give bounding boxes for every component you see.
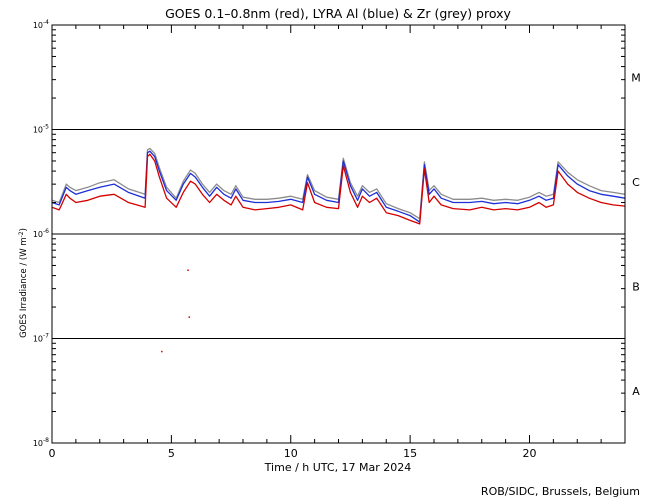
y-tick-label: 10-4 xyxy=(33,19,49,30)
axes: 0 5 10 15 20 10-8 10-7 10-6 10-5 10-4 A B C M xyxy=(33,19,641,460)
outlier-point xyxy=(188,316,191,318)
y-tick-label: 10-8 xyxy=(33,437,49,448)
chart-title: GOES 0.1–0.8nm (red), LYRA Al (blue) & Z… xyxy=(165,6,511,21)
series-line xyxy=(51,147,626,220)
series-line xyxy=(51,153,626,225)
y-tick-label: 10-7 xyxy=(33,333,49,344)
x-axis-label: Time / h UTC, 17 Mar 2024 xyxy=(264,461,412,474)
flare-class-label: B xyxy=(632,280,640,293)
y-tick-label: 10-6 xyxy=(33,228,49,239)
flare-class-lines xyxy=(52,129,625,339)
y-axis-label: GOES Irradiance / (W m-2) xyxy=(18,228,29,338)
credit-text: ROB/SIDC, Brussels, Belgium xyxy=(481,485,640,498)
flare-class-label: A xyxy=(632,385,640,398)
x-tick-label: 15 xyxy=(403,447,417,460)
x-tick-label: 5 xyxy=(168,447,175,460)
series-line xyxy=(51,150,626,223)
x-tick-label: 20 xyxy=(523,447,537,460)
data-series xyxy=(51,147,626,353)
flare-class-label: M xyxy=(631,71,641,84)
flare-class-label: C xyxy=(632,176,640,189)
outlier-point xyxy=(161,350,163,353)
x-tick-label: 10 xyxy=(284,447,298,460)
y-tick-label: 10-5 xyxy=(33,124,49,135)
x-tick-label: 0 xyxy=(49,447,56,460)
outlier-point xyxy=(187,269,189,271)
